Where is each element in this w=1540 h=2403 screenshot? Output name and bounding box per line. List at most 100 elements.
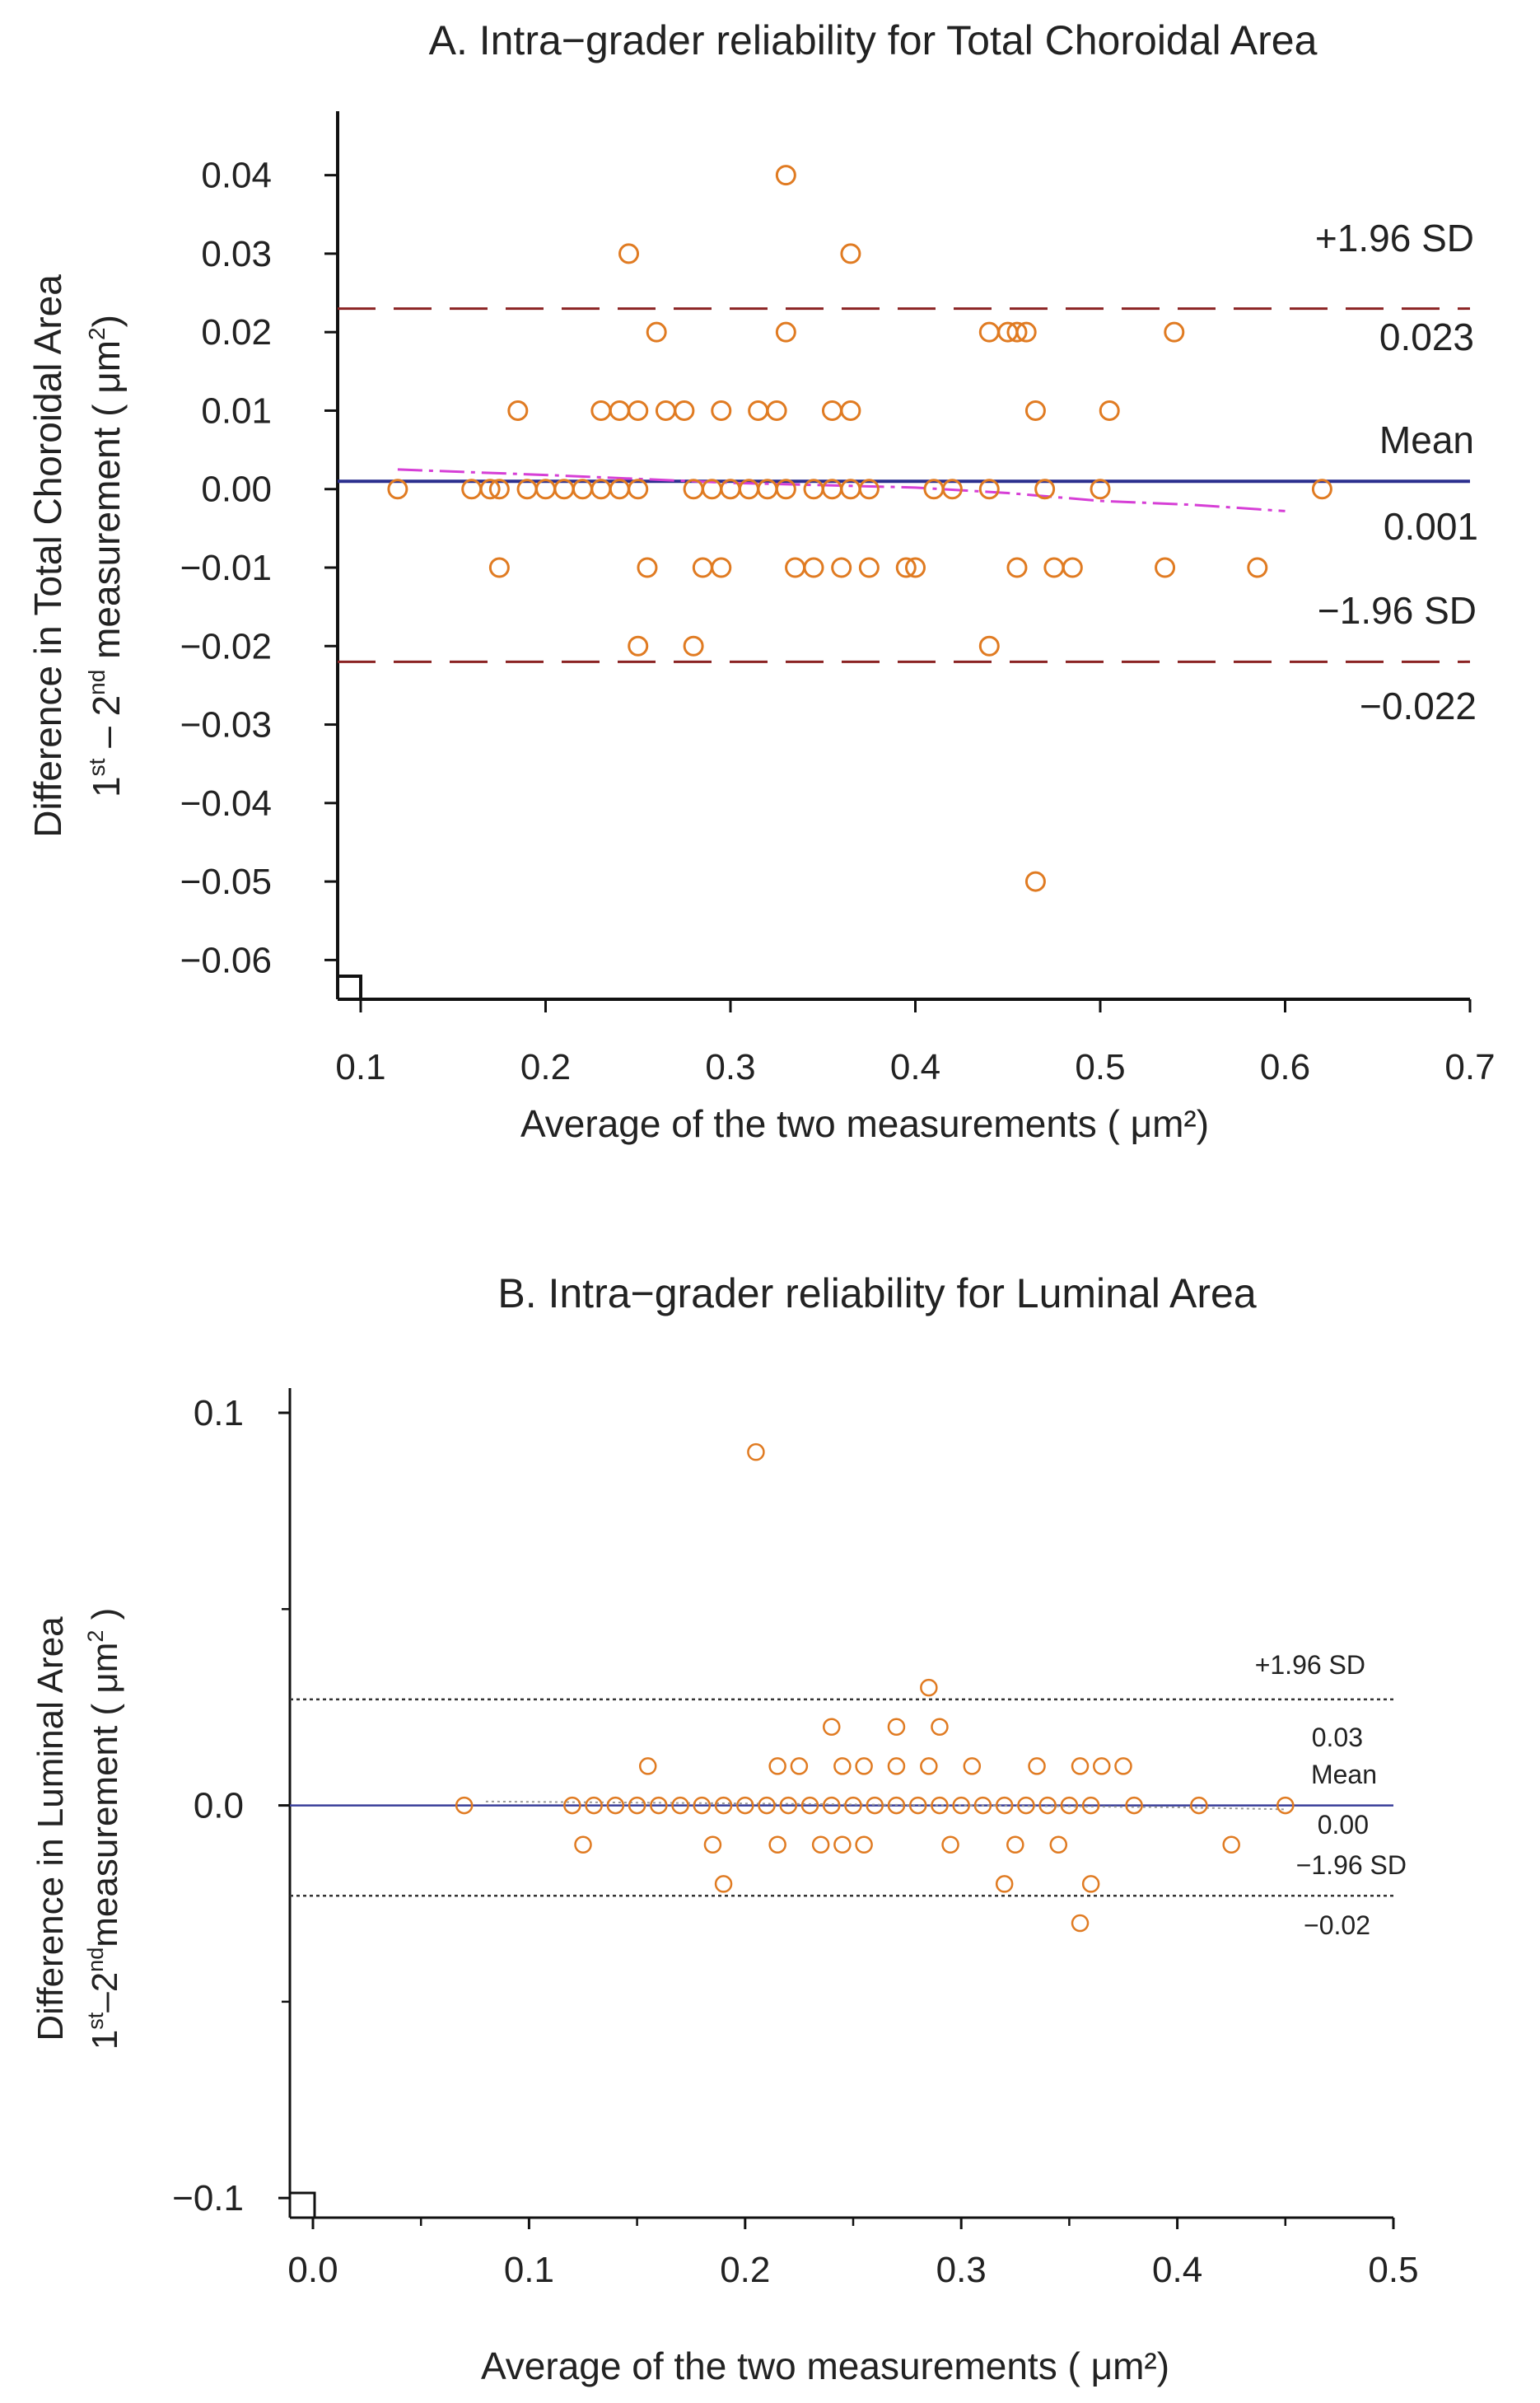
y-tick-label: −0.02	[180, 626, 272, 666]
data-point	[931, 1796, 949, 1815]
panel-b-mean-value: 0.00	[1318, 1810, 1369, 1840]
data-point	[1081, 1875, 1100, 1893]
data-point	[908, 1796, 927, 1815]
y-tick-label: 0.02	[201, 312, 272, 353]
data-point	[1222, 1835, 1240, 1854]
data-point	[618, 243, 640, 264]
data-point	[638, 1757, 657, 1775]
data-point	[823, 1718, 841, 1737]
data-point	[952, 1796, 970, 1815]
data-point	[574, 1835, 592, 1854]
data-point	[455, 1796, 474, 1815]
data-point	[887, 1718, 906, 1737]
data-point	[995, 1796, 1014, 1815]
y-tick-label: 0.01	[201, 390, 272, 431]
y-tick-label: −0.06	[180, 940, 272, 980]
panel-a-lower-loa-label: −1.96 SD	[1318, 589, 1477, 632]
data-point	[840, 243, 861, 264]
data-point	[775, 165, 796, 186]
data-point	[978, 321, 1000, 343]
x-tick-label: 0.4	[1152, 2250, 1202, 2290]
data-point	[803, 557, 824, 578]
data-point	[1247, 557, 1268, 578]
data-point	[995, 1875, 1014, 1893]
data-point	[1155, 557, 1176, 578]
data-point	[1024, 400, 1046, 421]
panel-a-y-axis-label-line2: 1st – 2nd measurement ( μm2)	[84, 315, 128, 797]
x-tick-label: 0.1	[335, 1047, 385, 1087]
data-point	[714, 1875, 733, 1893]
data-point	[1276, 1796, 1295, 1815]
data-point	[1028, 1757, 1046, 1775]
data-point	[1024, 871, 1046, 892]
data-point	[748, 400, 769, 421]
data-point	[1015, 321, 1037, 343]
panel-b-luminal-area: B. Intra−grader reliability for Luminal …	[30, 1270, 1419, 2387]
data-point	[609, 400, 630, 421]
data-point	[1062, 557, 1083, 578]
data-point	[855, 1757, 873, 1775]
data-point	[1038, 1796, 1057, 1815]
x-tick-label: 0.5	[1075, 1047, 1125, 1087]
y-tick-label: 0.1	[194, 1393, 244, 1433]
data-point	[785, 557, 806, 578]
data-point	[978, 635, 1000, 657]
data-point	[931, 1718, 949, 1737]
panel-b-lower-loa-label: −1.96 SD	[1296, 1850, 1407, 1880]
data-point	[831, 557, 852, 578]
data-point	[887, 1796, 906, 1815]
data-point	[858, 479, 880, 500]
data-point	[855, 1835, 873, 1854]
panel-b-axis-corner	[290, 2191, 316, 2218]
data-point	[590, 400, 612, 421]
data-point	[628, 1796, 646, 1815]
x-tick-label: 0.3	[705, 1047, 755, 1087]
panel-a-upper-loa-value: 0.023	[1379, 316, 1474, 358]
data-point	[775, 321, 796, 343]
panel-b-lower-loa-value: −0.02	[1304, 1910, 1370, 1940]
data-point	[905, 557, 926, 578]
data-point	[1034, 479, 1056, 500]
y-tick-label: −0.1	[172, 2178, 244, 2218]
data-point	[703, 1835, 722, 1854]
data-point	[823, 1796, 841, 1815]
y-tick-label: 0.0	[194, 1786, 244, 1826]
data-point	[1006, 557, 1028, 578]
data-point	[650, 1796, 668, 1815]
x-tick-label: 0.3	[936, 2250, 987, 2290]
data-point	[671, 1796, 689, 1815]
data-point	[775, 479, 796, 500]
data-point	[858, 557, 880, 578]
data-point	[683, 635, 704, 657]
data-point	[747, 1442, 765, 1461]
data-point	[563, 1796, 581, 1815]
data-point	[1071, 1757, 1090, 1775]
panel-b-title: B. Intra−grader reliability for Luminal …	[497, 1270, 1256, 1316]
data-point	[963, 1757, 982, 1775]
data-point	[833, 1835, 852, 1854]
data-point	[1164, 321, 1185, 343]
data-point	[1099, 400, 1120, 421]
panel-b-upper-loa-value: 0.03	[1312, 1723, 1363, 1752]
data-point	[973, 1796, 992, 1815]
data-point	[941, 1835, 959, 1854]
data-point	[1090, 479, 1111, 500]
x-tick-label: 0.5	[1368, 2250, 1418, 2290]
data-point	[1071, 1914, 1090, 1933]
panel-a-total-choroidal-area: A. Intra−grader reliability for Total Ch…	[26, 17, 1496, 1145]
data-point	[488, 557, 510, 578]
x-tick-label: 0.7	[1444, 1047, 1495, 1087]
data-point	[637, 557, 658, 578]
data-point	[790, 1757, 809, 1775]
data-point	[978, 479, 1000, 500]
data-point	[768, 1757, 786, 1775]
data-point	[811, 1835, 830, 1854]
data-point	[711, 400, 732, 421]
data-point	[606, 1796, 625, 1815]
y-tick-label: 0.04	[201, 156, 272, 196]
data-point	[479, 479, 501, 500]
data-point	[693, 1796, 712, 1815]
panel-a-lower-loa-value: −0.022	[1360, 685, 1477, 727]
data-point	[628, 479, 649, 500]
data-point	[488, 479, 510, 500]
